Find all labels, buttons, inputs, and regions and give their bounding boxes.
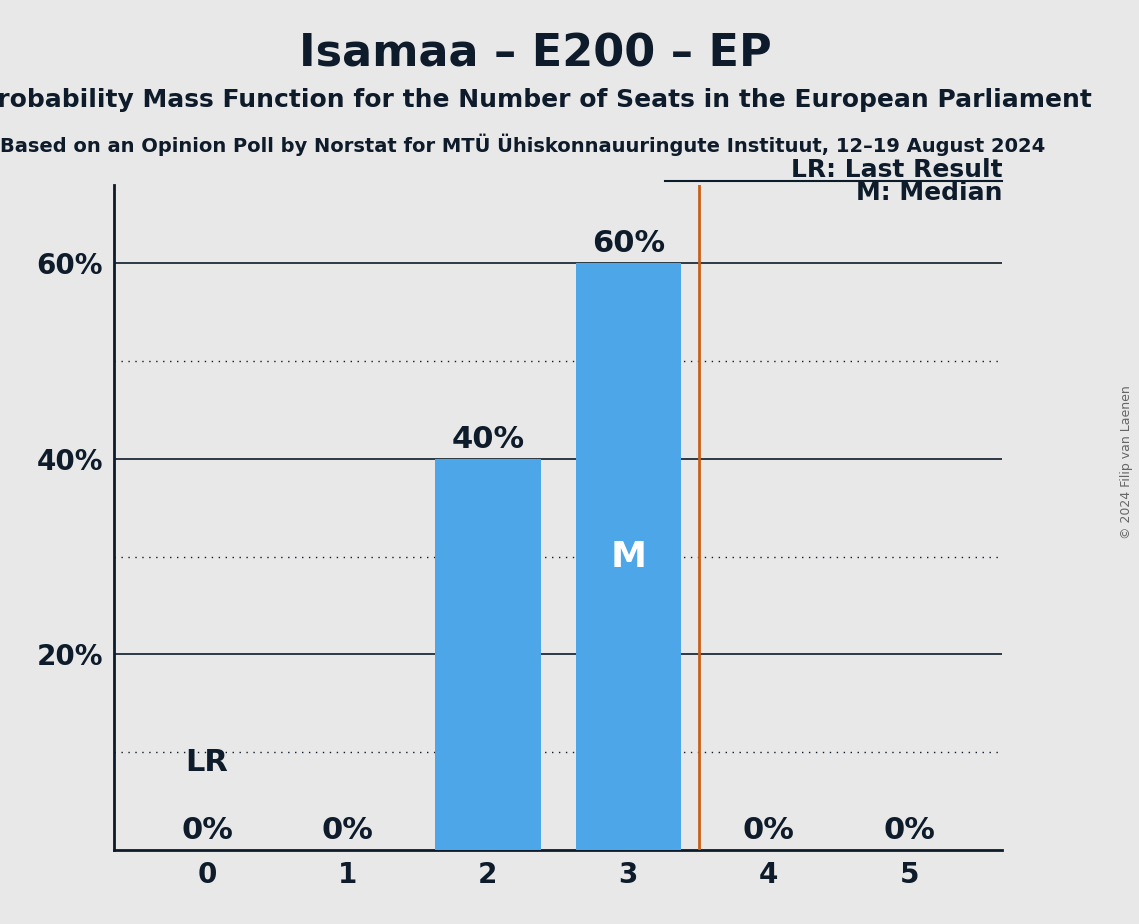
Text: M: M <box>611 540 646 574</box>
Text: M: Median: M: Median <box>855 181 1002 205</box>
Text: 0%: 0% <box>321 816 374 845</box>
Text: 60%: 60% <box>592 229 665 258</box>
Text: 0%: 0% <box>884 816 935 845</box>
Text: Probability Mass Function for the Number of Seats in the European Parliament: Probability Mass Function for the Number… <box>0 88 1092 112</box>
Bar <box>575 263 681 850</box>
Text: 0%: 0% <box>743 816 795 845</box>
Text: LR: LR <box>186 748 229 777</box>
Text: LR: Last Result: LR: Last Result <box>790 158 1002 182</box>
Text: 40%: 40% <box>451 425 524 454</box>
Text: 0%: 0% <box>181 816 232 845</box>
Text: © 2024 Filip van Laenen: © 2024 Filip van Laenen <box>1121 385 1133 539</box>
Text: Based on an Opinion Poll by Norstat for MTÜ Ühiskonnauuringute Instituut, 12–19 : Based on an Opinion Poll by Norstat for … <box>0 134 1046 156</box>
Bar <box>435 458 541 850</box>
Text: Isamaa – E200 – EP: Isamaa – E200 – EP <box>298 32 772 76</box>
